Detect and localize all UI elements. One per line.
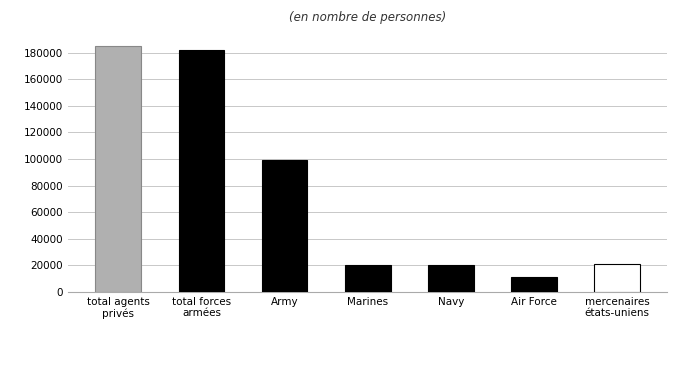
Bar xyxy=(595,264,640,292)
Bar xyxy=(428,265,474,292)
Bar xyxy=(95,46,141,292)
Bar xyxy=(345,265,391,292)
Bar xyxy=(178,50,224,292)
Bar xyxy=(511,277,557,292)
Bar xyxy=(262,160,307,292)
Title: (en nombre de personnes): (en nombre de personnes) xyxy=(289,10,446,24)
